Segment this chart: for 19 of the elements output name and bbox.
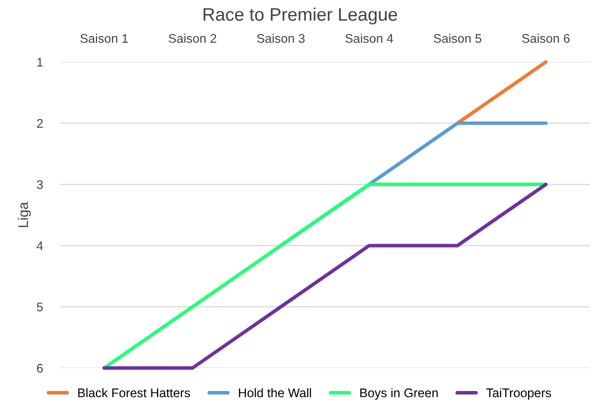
y-tick-label: 6: [37, 364, 43, 373]
y-axis-title: Liga: [18, 202, 31, 227]
line-series: [102, 182, 548, 370]
x-tick-label: Saison 5: [434, 34, 482, 43]
x-tick-label: Saison 4: [345, 34, 394, 43]
x-tick-label: Saison 6: [522, 34, 570, 43]
y-tick-label: 1: [37, 58, 43, 67]
legend-label: Boys in Green: [360, 388, 438, 400]
y-tick-label: 5: [36, 302, 43, 312]
legend-label: TaiTroopers: [486, 388, 552, 400]
x-tick-label: Saison 1: [80, 34, 128, 43]
legend-label: Black Forest Hatters: [78, 388, 190, 398]
legend-label: Hold the Wall: [238, 388, 311, 398]
x-tick-label: Saison 3: [257, 34, 305, 43]
y-tick-label: 2: [37, 119, 43, 128]
y-tick-label: 4: [36, 242, 43, 250]
chart-title: Race to Premier League: [204, 8, 398, 24]
x-tick-label: Saison 2: [168, 34, 216, 43]
y-tick-label: 3: [36, 180, 43, 190]
